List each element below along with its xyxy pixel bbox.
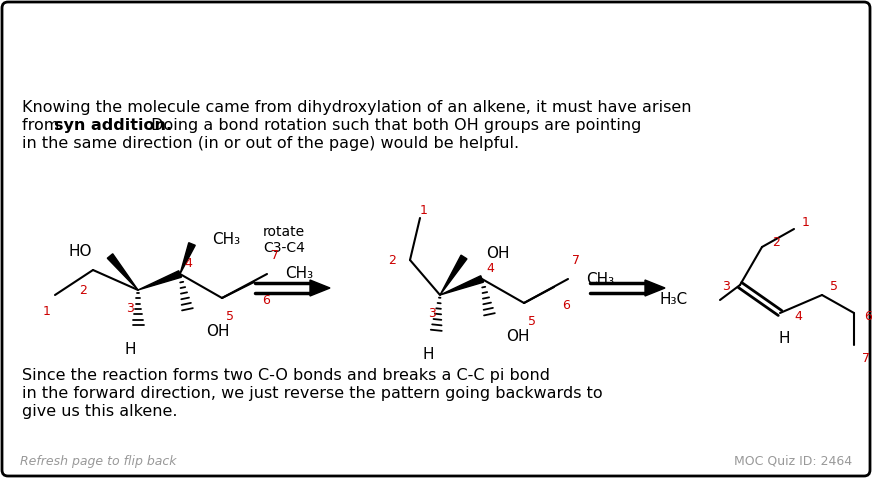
- Text: H₃C: H₃C: [660, 292, 688, 307]
- Text: 5: 5: [226, 310, 234, 323]
- Text: 4: 4: [486, 262, 494, 275]
- Polygon shape: [440, 255, 467, 295]
- Text: 3: 3: [428, 307, 436, 320]
- Text: CH₃: CH₃: [212, 232, 240, 247]
- Text: 4: 4: [184, 257, 192, 270]
- Text: 4: 4: [794, 311, 802, 323]
- Text: rotate
C3-C4: rotate C3-C4: [263, 225, 305, 255]
- Text: in the same direction (in or out of the page) would be helpful.: in the same direction (in or out of the …: [22, 136, 519, 151]
- Text: CH₃: CH₃: [285, 267, 313, 282]
- Text: H: H: [778, 331, 790, 346]
- Polygon shape: [645, 280, 665, 296]
- Polygon shape: [138, 271, 181, 290]
- Text: 7: 7: [572, 254, 580, 267]
- Text: MOC Quiz ID: 2464: MOC Quiz ID: 2464: [734, 455, 852, 468]
- Text: Doing a bond rotation such that both OH groups are pointing: Doing a bond rotation such that both OH …: [146, 118, 642, 133]
- Text: 5: 5: [830, 281, 838, 293]
- Text: 7: 7: [862, 352, 870, 365]
- Text: OH: OH: [506, 329, 529, 344]
- Text: 1: 1: [802, 216, 810, 229]
- Text: 3: 3: [722, 281, 730, 293]
- Text: 2: 2: [772, 237, 780, 249]
- Polygon shape: [440, 276, 483, 295]
- Text: 1: 1: [43, 305, 51, 318]
- FancyBboxPatch shape: [2, 2, 870, 476]
- Text: H: H: [125, 342, 136, 357]
- Polygon shape: [310, 280, 330, 296]
- Text: syn addition.: syn addition.: [54, 118, 172, 133]
- Polygon shape: [107, 254, 138, 290]
- Text: give us this alkene.: give us this alkene.: [22, 404, 178, 419]
- Text: Since the reaction forms two C-O bonds and breaks a C-C pi bond: Since the reaction forms two C-O bonds a…: [22, 368, 550, 383]
- Text: HO: HO: [69, 244, 92, 259]
- Polygon shape: [180, 242, 195, 274]
- Text: 5: 5: [528, 315, 536, 328]
- Text: 7: 7: [271, 249, 279, 262]
- Text: OH: OH: [206, 324, 229, 339]
- Text: 1: 1: [420, 203, 428, 216]
- Text: 2: 2: [388, 254, 396, 267]
- Text: H: H: [423, 347, 434, 362]
- Text: CH₃: CH₃: [586, 272, 614, 287]
- Text: 6: 6: [864, 311, 872, 323]
- Text: 3: 3: [126, 302, 134, 315]
- Text: 6: 6: [262, 294, 269, 307]
- Text: 6: 6: [562, 299, 570, 312]
- Text: from: from: [22, 118, 65, 133]
- Text: in the forward direction, we just reverse the pattern going backwards to: in the forward direction, we just revers…: [22, 386, 603, 401]
- Text: OH: OH: [486, 245, 509, 260]
- Text: 2: 2: [79, 284, 87, 297]
- Text: Knowing the molecule came from dihydroxylation of an alkene, it must have arisen: Knowing the molecule came from dihydroxy…: [22, 100, 691, 115]
- Text: Refresh page to flip back: Refresh page to flip back: [20, 455, 176, 468]
